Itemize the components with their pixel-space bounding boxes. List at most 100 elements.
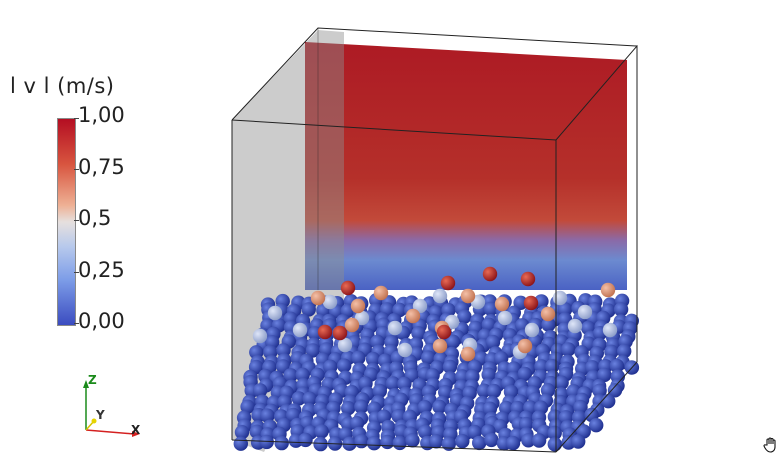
particle bbox=[344, 317, 360, 333]
particle bbox=[421, 350, 436, 365]
particle bbox=[597, 367, 612, 383]
tick-label-max: 1,00 bbox=[78, 103, 125, 127]
particle bbox=[467, 424, 482, 440]
particle bbox=[571, 434, 586, 449]
particle bbox=[387, 320, 403, 336]
particle bbox=[417, 400, 432, 415]
particle bbox=[432, 338, 448, 354]
particle bbox=[412, 298, 428, 314]
particle bbox=[540, 306, 556, 322]
axis-z-label: Z bbox=[88, 373, 97, 387]
particle bbox=[385, 376, 401, 391]
particle bbox=[505, 435, 521, 451]
particle bbox=[295, 367, 310, 382]
particle bbox=[547, 425, 562, 441]
colorbar bbox=[57, 118, 76, 326]
particle bbox=[524, 322, 540, 338]
particle bbox=[350, 298, 366, 314]
particle bbox=[302, 391, 317, 406]
particle bbox=[317, 324, 333, 340]
particle bbox=[541, 317, 556, 332]
particle bbox=[460, 288, 476, 304]
particle bbox=[252, 328, 268, 344]
particle bbox=[351, 350, 366, 365]
particle bbox=[234, 425, 250, 440]
axis-x-label: X bbox=[131, 423, 141, 437]
particle bbox=[481, 317, 496, 332]
particle bbox=[366, 436, 382, 451]
particle bbox=[552, 290, 568, 306]
particle bbox=[607, 383, 623, 398]
particle bbox=[418, 424, 433, 439]
particle bbox=[354, 310, 370, 326]
particle bbox=[455, 434, 470, 449]
particle bbox=[298, 432, 313, 448]
particle bbox=[436, 324, 452, 340]
particle bbox=[313, 436, 328, 452]
particle bbox=[517, 338, 533, 354]
particle bbox=[520, 271, 536, 287]
particle bbox=[577, 304, 593, 320]
particle bbox=[314, 424, 329, 439]
particle bbox=[482, 266, 498, 282]
orientation-axes bbox=[83, 380, 140, 437]
particle bbox=[432, 288, 448, 304]
tick-mark bbox=[74, 272, 79, 273]
particle bbox=[341, 401, 356, 416]
particle bbox=[337, 337, 353, 353]
particle bbox=[292, 322, 308, 338]
particle bbox=[609, 358, 625, 374]
particle bbox=[301, 302, 316, 317]
particle bbox=[481, 367, 496, 382]
particle bbox=[373, 285, 389, 301]
particle bbox=[523, 295, 539, 311]
tick-label: 0,5 bbox=[78, 206, 112, 230]
tick-mark bbox=[74, 118, 79, 119]
particle bbox=[592, 383, 607, 398]
particle-bed bbox=[233, 266, 640, 452]
axis-y-label: Y bbox=[96, 408, 105, 422]
bounding-box bbox=[231, 27, 639, 453]
tick-mark bbox=[74, 323, 79, 324]
hand-icon[interactable] bbox=[762, 436, 780, 454]
legend-title: l v l (m/s) bbox=[10, 74, 115, 98]
tick-mark bbox=[74, 169, 79, 170]
particle bbox=[497, 310, 513, 326]
particle bbox=[267, 305, 283, 321]
particle bbox=[392, 435, 407, 451]
particle bbox=[483, 301, 498, 317]
particle bbox=[283, 368, 298, 383]
particle bbox=[589, 418, 604, 433]
particle bbox=[259, 434, 274, 450]
particle bbox=[252, 383, 268, 398]
particle bbox=[365, 351, 381, 367]
particle bbox=[442, 359, 458, 374]
particle bbox=[332, 325, 348, 341]
particle bbox=[322, 294, 338, 310]
particle bbox=[567, 318, 583, 334]
particle bbox=[233, 436, 248, 451]
particle bbox=[445, 334, 461, 349]
particle bbox=[429, 434, 444, 449]
particle bbox=[372, 383, 387, 399]
particle bbox=[617, 343, 632, 359]
tick-mark bbox=[74, 220, 79, 221]
particle bbox=[561, 342, 576, 357]
particle bbox=[457, 309, 472, 324]
particle bbox=[340, 280, 356, 296]
tick-label: 0,25 bbox=[78, 258, 125, 282]
particle bbox=[405, 308, 421, 324]
particle bbox=[494, 296, 510, 312]
particle bbox=[291, 391, 306, 406]
particle bbox=[249, 424, 264, 439]
particle bbox=[260, 408, 275, 423]
particle bbox=[440, 275, 456, 291]
particle bbox=[305, 343, 321, 358]
particle bbox=[354, 433, 369, 449]
tick-label: 0,75 bbox=[78, 155, 125, 179]
particle bbox=[557, 302, 573, 317]
particle bbox=[547, 437, 562, 452]
particle bbox=[441, 436, 456, 451]
particle bbox=[486, 383, 502, 399]
